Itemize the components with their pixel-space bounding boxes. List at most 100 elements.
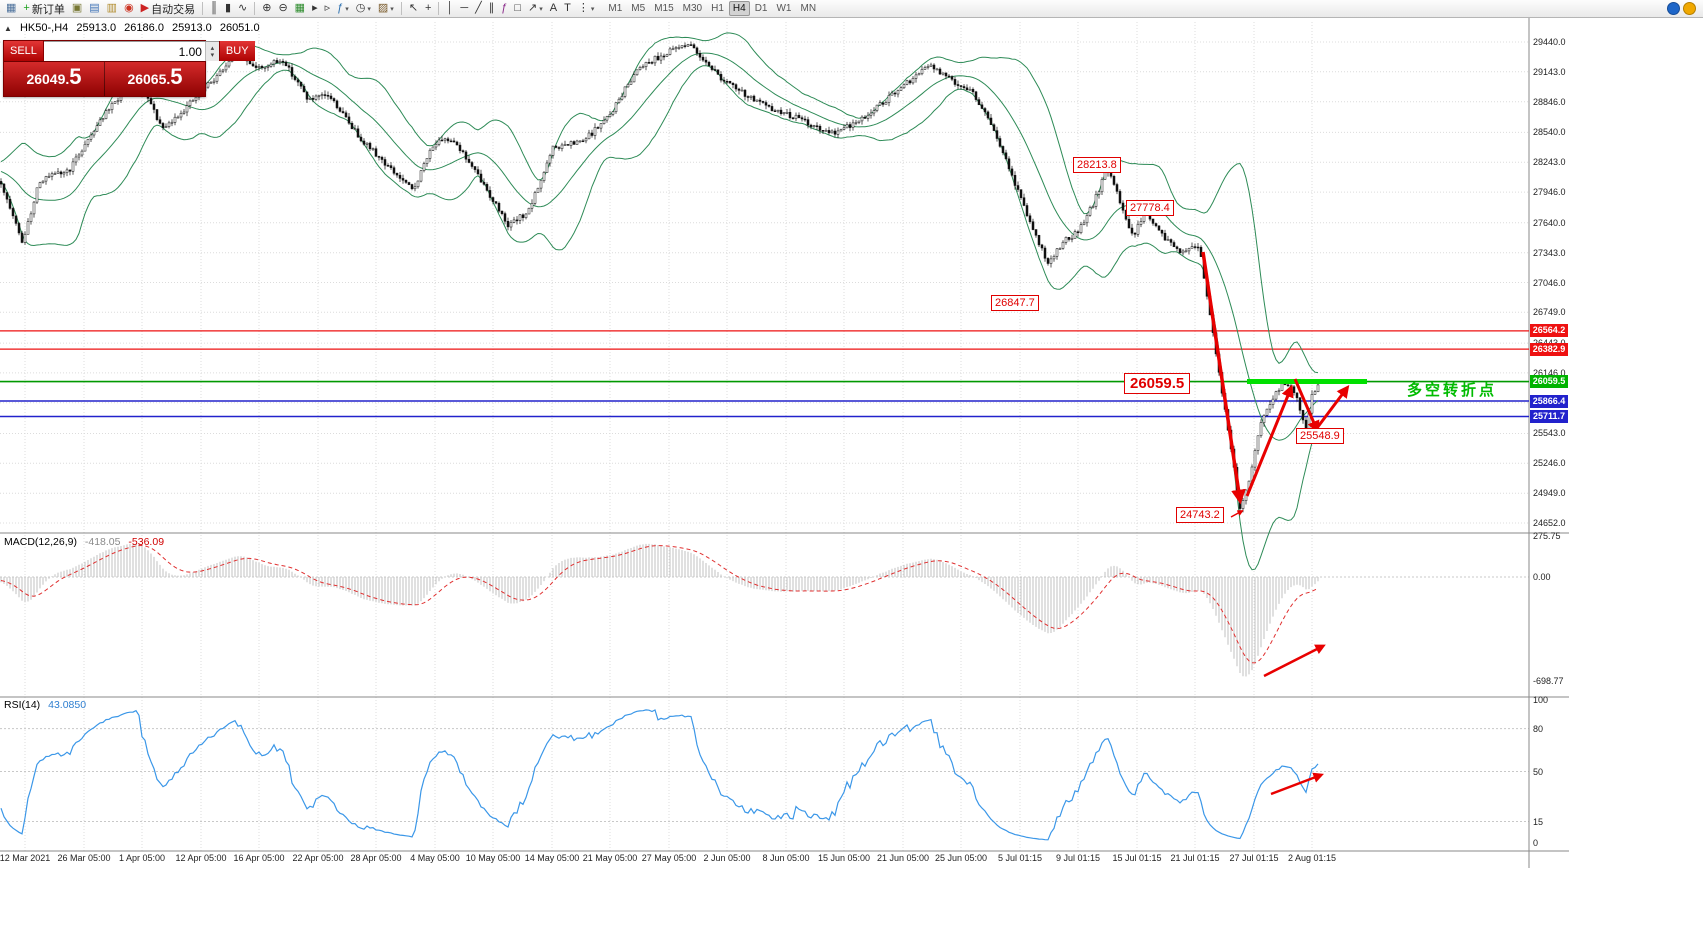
arrows-icon: ↗ bbox=[528, 2, 538, 14]
crosshair-button[interactable]: + bbox=[422, 1, 434, 16]
chevron-down-icon: ▾ bbox=[367, 5, 371, 13]
timeframe-h4-button[interactable]: H4 bbox=[728, 1, 750, 16]
horizontal-line-icon: ─ bbox=[460, 2, 469, 14]
shapes-icon: □ bbox=[514, 2, 522, 14]
auto-trading-button[interactable]: ▶ 自动交易 bbox=[138, 1, 198, 16]
toolbar: ▦ + 新订单 ▣ ▤ ▥ ◉ ▶ 自动交易 ║ ▮ ∿ ⊕ ⊖ ▦ ▸ ▹ ƒ ▾ ◷ ▾ ▨ ▾ ↖ + │ ─ ╱ ∥ ƒ □ ↗ ▾ A T… bbox=[0, 0, 1703, 18]
macd-signal-line bbox=[0, 544, 1319, 664]
candlesticks bbox=[0, 41, 1320, 513]
vertical-line-icon: │ bbox=[446, 2, 454, 14]
timeframe-mn-button[interactable]: MN bbox=[796, 1, 820, 16]
alerts-icon: ◉ bbox=[124, 2, 134, 14]
volume-up-icon[interactable]: ▴ bbox=[210, 44, 215, 52]
sell-button[interactable]: SELL bbox=[4, 41, 44, 61]
chevron-down-icon: ▾ bbox=[539, 5, 543, 13]
macd-histogram bbox=[0, 543, 1319, 677]
chart-shift-button[interactable]: ▹ bbox=[322, 1, 334, 16]
candlestick-chart-icon: ▮ bbox=[224, 2, 231, 14]
volume-input[interactable] bbox=[43, 42, 205, 61]
buy-price[interactable]: 26065. 5 bbox=[104, 62, 205, 96]
toolbar-separator bbox=[400, 2, 402, 15]
data-window-icon: ▥ bbox=[106, 2, 118, 14]
timeframe-m1-button[interactable]: M1 bbox=[604, 1, 626, 16]
timeframe-h1-button[interactable]: H1 bbox=[707, 1, 728, 16]
periods-button[interactable]: ◷ ▾ bbox=[353, 1, 374, 16]
sell-price-main: 26049. bbox=[26, 71, 70, 87]
buy-price-main: 26065. bbox=[127, 71, 171, 87]
bar-chart-icon: ║ bbox=[210, 2, 218, 14]
chart-profiles-icon: ▣ bbox=[71, 2, 83, 14]
timeframe-m15-button[interactable]: M15 bbox=[650, 1, 677, 16]
text-button[interactable]: A bbox=[547, 1, 560, 16]
fibonacci-button[interactable]: ƒ bbox=[498, 1, 510, 16]
sell-price[interactable]: 26049. 5 bbox=[4, 62, 104, 96]
alerts-button[interactable]: ◉ bbox=[121, 1, 137, 16]
tile-windows-button[interactable]: ▦ bbox=[292, 1, 308, 16]
trendline-icon: ╱ bbox=[475, 2, 482, 14]
cursor-button[interactable]: ↖ bbox=[406, 1, 421, 16]
tile-windows-icon: ▦ bbox=[294, 2, 306, 14]
crosshair-icon: + bbox=[425, 2, 432, 14]
trend-arrows[interactable] bbox=[1201, 251, 1350, 796]
line-chart-icon: ∿ bbox=[238, 2, 248, 14]
timeframe-w1-button[interactable]: W1 bbox=[772, 1, 795, 16]
cursor-icon: ↖ bbox=[408, 2, 419, 14]
timeframe-d1-button[interactable]: D1 bbox=[751, 1, 772, 16]
more-tools-button[interactable]: ⋮ ▾ bbox=[575, 1, 598, 16]
auto-scroll-icon: ▸ bbox=[312, 2, 318, 14]
panel-frame bbox=[0, 18, 1569, 868]
equidistant-channel-button[interactable]: ∥ bbox=[486, 1, 498, 16]
highlight-segment[interactable] bbox=[1247, 379, 1367, 384]
more-tools-icon: ⋮ bbox=[577, 2, 589, 14]
line-chart-button[interactable]: ∿ bbox=[235, 1, 250, 16]
grid bbox=[0, 22, 1529, 851]
text-label-button[interactable]: T bbox=[561, 1, 574, 16]
toolbar-separator bbox=[438, 2, 440, 15]
zoom-in-button[interactable]: ⊕ bbox=[259, 1, 274, 16]
toolbar-separator bbox=[202, 2, 204, 15]
equidistant-channel-icon: ∥ bbox=[488, 2, 495, 14]
sell-price-big-digit: 5 bbox=[69, 64, 82, 89]
timeframe-m30-button[interactable]: M30 bbox=[679, 1, 706, 16]
toolbar-items: ▦ + 新订单 ▣ ▤ ▥ ◉ ▶ 自动交易 ║ ▮ ∿ ⊕ ⊖ ▦ ▸ ▹ ƒ ▾ ◷ ▾ ▨ ▾ ↖ + │ ─ ╱ ∥ ƒ □ ↗ ▾ A T… bbox=[3, 1, 597, 16]
data-window-button[interactable]: ▥ bbox=[104, 1, 120, 16]
one-click-trading-widget: SELL ▴ ▾ BUY 26049. 5 26065. 5 bbox=[3, 40, 255, 97]
community-icon[interactable] bbox=[1667, 2, 1680, 15]
volume-stepper[interactable]: ▴ ▾ bbox=[43, 41, 219, 61]
buy-button[interactable]: BUY bbox=[218, 41, 255, 61]
arrows-button[interactable]: ↗ ▾ bbox=[525, 1, 546, 16]
new-order-icon: + bbox=[23, 2, 30, 14]
indicators-button[interactable]: ƒ ▾ bbox=[334, 1, 352, 16]
volume-down-icon[interactable]: ▾ bbox=[210, 51, 215, 59]
zoom-in-icon: ⊕ bbox=[262, 2, 272, 14]
chart-profiles-button[interactable]: ▣ bbox=[69, 1, 85, 16]
trendline-button[interactable]: ╱ bbox=[472, 1, 485, 16]
timeframe-m5-button[interactable]: M5 bbox=[627, 1, 649, 16]
bar-chart-button[interactable]: ║ bbox=[207, 1, 221, 16]
new-order-button[interactable]: + 新订单 bbox=[20, 1, 67, 16]
shapes-button[interactable]: □ bbox=[511, 1, 524, 16]
fibonacci-icon: ƒ bbox=[501, 2, 508, 14]
chevron-down-icon: ▾ bbox=[590, 5, 595, 13]
text-label-icon: T bbox=[564, 2, 571, 14]
auto-scroll-button[interactable]: ▸ bbox=[309, 1, 321, 16]
search-icon[interactable] bbox=[1683, 2, 1696, 15]
auto-trading-icon: ▶ bbox=[140, 2, 150, 14]
zoom-out-icon: ⊖ bbox=[278, 2, 288, 14]
vertical-line-button[interactable]: │ bbox=[443, 1, 456, 16]
chart-shift-icon: ▹ bbox=[324, 2, 331, 14]
chevron-down-icon: ▾ bbox=[390, 5, 394, 13]
timeframe-group: M1 M5 M15 M30 H1 H4 D1 W1 MN bbox=[604, 1, 820, 16]
toolbar-right-icons bbox=[1667, 2, 1696, 15]
new-order-label: 新订单 bbox=[31, 3, 65, 16]
new-chart-button[interactable]: ▦ bbox=[3, 1, 19, 16]
horizontal-line-button[interactable]: ─ bbox=[457, 1, 471, 16]
candlestick-chart-button[interactable]: ▮ bbox=[222, 1, 234, 16]
chevron-down-icon: ▾ bbox=[345, 5, 349, 13]
templates-button[interactable]: ▨ ▾ bbox=[375, 1, 397, 16]
market-watch-button[interactable]: ▤ bbox=[86, 1, 102, 16]
zoom-out-button[interactable]: ⊖ bbox=[275, 1, 290, 16]
periods-icon: ◷ bbox=[355, 2, 366, 14]
buy-price-big-digit: 5 bbox=[170, 64, 183, 89]
